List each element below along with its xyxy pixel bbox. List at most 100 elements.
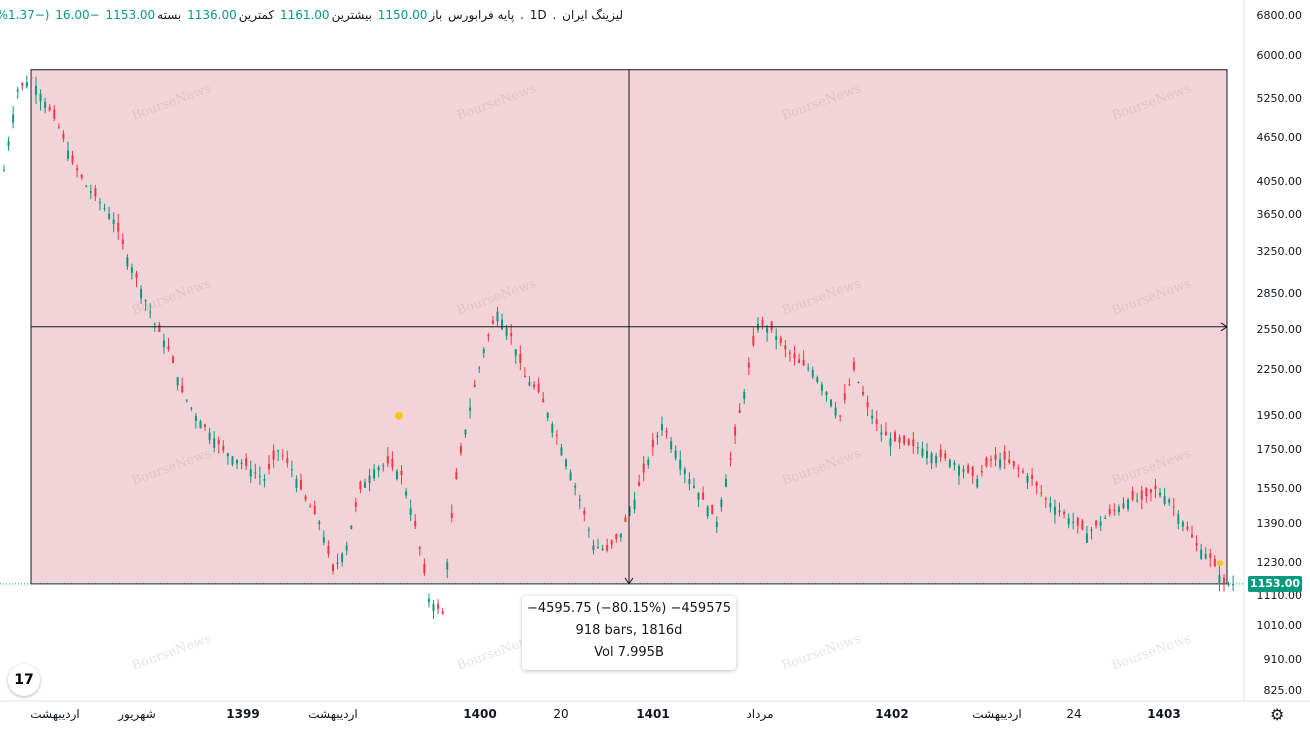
legend-high-label: بیشترین xyxy=(331,8,372,22)
candle-down xyxy=(537,383,540,393)
candle-up xyxy=(551,424,554,433)
candle-up xyxy=(679,459,682,470)
candle-down xyxy=(217,439,220,445)
candle-down xyxy=(907,439,910,445)
candle-up xyxy=(501,319,504,330)
candle-down xyxy=(1191,534,1194,538)
candle-down xyxy=(245,458,248,466)
candle-down xyxy=(1081,520,1084,530)
candle-down xyxy=(418,547,421,549)
candle-up xyxy=(921,448,924,457)
x-tick-label: 1399 xyxy=(226,707,260,721)
candle-down xyxy=(62,133,65,139)
candle-down xyxy=(1108,509,1111,515)
candle-down xyxy=(1017,467,1020,470)
candle-down xyxy=(1145,488,1148,497)
candle-down xyxy=(839,415,842,417)
candle-down xyxy=(1040,492,1043,494)
candle-down xyxy=(770,321,773,330)
candle-down xyxy=(391,458,394,468)
candle-up xyxy=(715,521,718,528)
candle-up xyxy=(144,299,147,302)
candle-up xyxy=(1049,503,1052,508)
candle-up xyxy=(930,453,933,464)
y-tick-label: 6800.00 xyxy=(1256,9,1303,22)
candle-down xyxy=(268,463,271,470)
candle-up xyxy=(98,202,101,204)
candle-down xyxy=(423,564,426,573)
candle-down xyxy=(313,505,316,515)
candle-up xyxy=(373,469,376,479)
candle-up xyxy=(1099,521,1102,526)
candle-down xyxy=(172,356,175,363)
candle-up xyxy=(720,499,723,508)
candle-up xyxy=(482,349,485,353)
candle-up xyxy=(807,367,810,369)
candle-up xyxy=(953,462,956,465)
candle-up xyxy=(345,545,348,551)
candle-up xyxy=(775,336,778,340)
measure-lines xyxy=(0,69,1244,585)
candle-down xyxy=(331,564,334,572)
candle-down xyxy=(555,434,558,436)
legend-name: لیزینگ ایران xyxy=(562,8,623,22)
candle-down xyxy=(354,502,357,507)
x-tick-label: 1401 xyxy=(636,707,670,721)
y-tick-label: 4650.00 xyxy=(1256,130,1303,144)
candle-up xyxy=(341,553,344,562)
candle-up xyxy=(16,89,19,92)
candle-down xyxy=(441,611,444,614)
candle-up xyxy=(464,429,467,435)
x-tick-label: اردیبهشت xyxy=(972,707,1022,721)
candle-up xyxy=(1204,553,1207,559)
candle-up xyxy=(574,485,577,488)
candle-down xyxy=(711,504,714,515)
candle-up xyxy=(108,213,111,219)
candle-up xyxy=(277,450,280,452)
y-tick-label: 3650.00 xyxy=(1256,208,1303,222)
candle-down xyxy=(752,335,755,345)
tradingview-logo-icon[interactable]: 17 xyxy=(8,664,40,696)
candle-up xyxy=(816,377,819,383)
legend-close-value: 1153.00 xyxy=(105,8,156,22)
candle-down xyxy=(1186,526,1189,530)
candle-down xyxy=(779,337,782,343)
y-tick-label: 1010.00 xyxy=(1256,619,1303,633)
candle-down xyxy=(135,273,138,278)
candle-up xyxy=(368,475,371,483)
measure-info-box: −4595.75 (−80.15%) −459575 918 bars, 181… xyxy=(522,596,736,670)
candle-down xyxy=(884,431,887,436)
candle-down xyxy=(989,459,992,461)
candle-down xyxy=(615,534,618,539)
candle-up xyxy=(1058,510,1061,513)
legend-change-pct: (−1.37%) xyxy=(0,8,50,22)
candle-up xyxy=(236,459,239,464)
candle-up xyxy=(350,525,353,529)
candle-down xyxy=(912,439,915,447)
candle-down xyxy=(761,320,764,326)
candle-up xyxy=(140,288,143,299)
candle-down xyxy=(1012,461,1015,466)
x-tick-label: 24 xyxy=(1066,707,1082,721)
candle-down xyxy=(542,398,545,403)
candle-down xyxy=(747,362,750,368)
candle-up xyxy=(249,469,252,477)
candle-down xyxy=(802,359,805,366)
legend-change-abs: −16.00 xyxy=(55,8,100,22)
candle-up xyxy=(1163,496,1166,504)
measure-arrow-right xyxy=(1220,322,1228,332)
gear-icon[interactable]: ⚙ xyxy=(1270,705,1285,724)
legend-open-label: باز xyxy=(429,8,443,22)
candle-down xyxy=(1021,471,1024,473)
candle-down xyxy=(414,520,417,527)
candle-up xyxy=(1200,549,1203,559)
legend-interval[interactable]: 1D xyxy=(529,8,547,22)
candle-up xyxy=(176,377,179,386)
candle-down xyxy=(1131,490,1134,500)
candle-down xyxy=(583,510,586,515)
candle-down xyxy=(738,409,741,414)
y-tick-label: 1750.00 xyxy=(1256,443,1303,457)
candles-group xyxy=(3,72,1235,620)
legend-open-value: 1150.00 xyxy=(377,8,428,22)
